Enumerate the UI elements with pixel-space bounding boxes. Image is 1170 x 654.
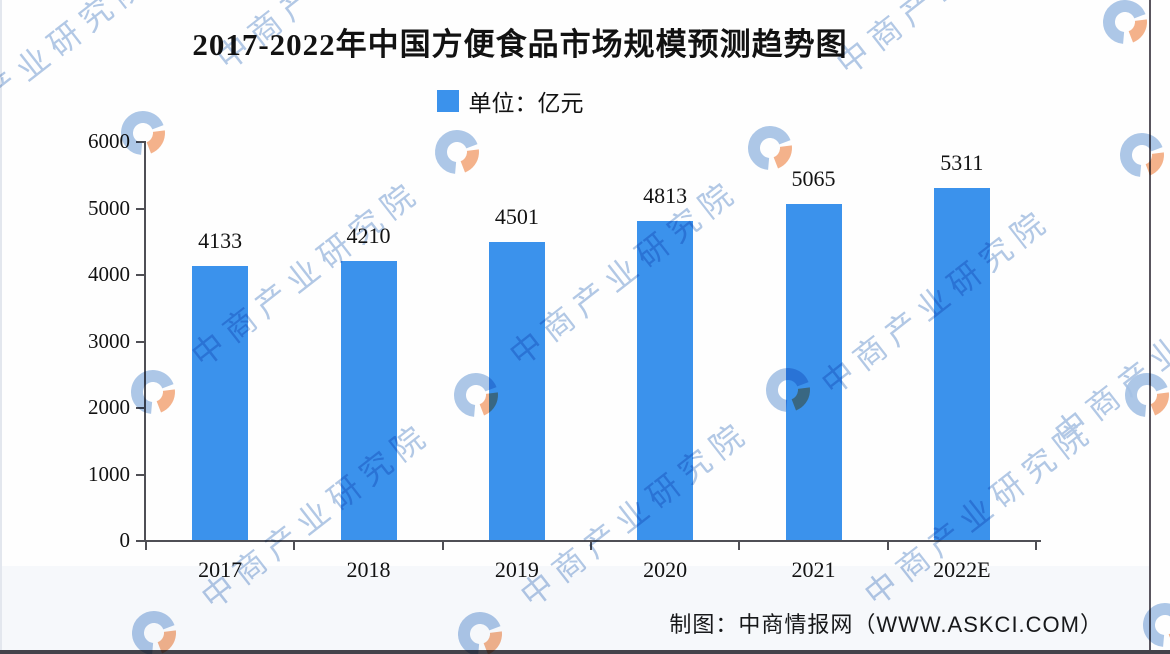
x-axis-line [144,540,1041,542]
y-axis-tick-label: 3000 [88,328,130,353]
y-axis-tick-label: 2000 [88,395,130,419]
source-credit: 制图：中商情报网（WWW.ASKCI.COM） [669,612,1103,637]
x-axis-tick [738,541,741,550]
y-axis-tick [136,340,146,343]
x-axis-category-label: 2021 [791,557,836,582]
pinwheel-logo-icon [1125,373,1169,417]
pinwheel-logo-icon [131,370,175,414]
bar-2021 [785,204,842,540]
watermark-logo-icon [126,365,180,419]
y-axis-tick-label: 5000 [88,195,130,220]
watermark-logo-icon [1098,0,1152,49]
x-axis-category-label: 2019 [494,557,539,582]
x-axis-tick [886,541,889,550]
x-axis-category-label: 2020 [643,557,688,582]
x-axis-tick [145,541,147,550]
y-axis-tick [136,407,146,409]
watermark-logo-icon [1115,128,1169,182]
legend-label: 单位：亿元 [468,90,584,116]
bar-value-label: 4210 [346,223,391,249]
bar-value-label: 5065 [791,166,836,192]
pinwheel-logo-icon [1103,0,1147,44]
y-axis-tick-label: 6000 [88,129,130,153]
legend-color-swatch-icon [436,90,459,112]
legend: 单位：亿元 [0,87,1020,116]
y-axis-tick [136,141,146,143]
x-axis-category-label: 2017 [198,557,243,582]
y-axis-tick-label: 1000 [88,461,130,486]
y-axis-tick-label: 0 [119,528,131,552]
bar-value-label: 5311 [940,149,984,175]
y-axis-tick-label: 4000 [88,262,130,286]
x-axis-category-label: 2018 [346,557,391,582]
pinwheel-logo-icon [435,130,479,174]
y-axis-tick [136,540,146,542]
right-border [1149,0,1151,651]
bar-2019 [488,241,545,540]
x-axis-tick [293,541,296,550]
pinwheel-logo-icon [1120,133,1164,177]
bar-2020 [637,220,694,540]
left-border [0,0,2,650]
y-axis-tick [136,207,146,210]
bottom-border [0,650,1170,654]
x-axis-tick [590,541,592,550]
y-axis-tick [136,473,146,476]
bar-value-label: 4501 [494,203,539,229]
bar-2018 [340,261,397,540]
x-axis-tick [441,541,444,550]
bar-value-label: 4133 [198,228,243,254]
y-axis-tick [136,274,146,276]
x-axis-category-label: 2022E [933,557,991,582]
watermark-logo-icon [1120,368,1170,422]
watermark-logo-icon [430,125,484,179]
x-axis-tick [1035,541,1037,550]
bar-2017 [192,266,249,540]
footer-strip-tint [2,566,1150,650]
bar-2022E [933,187,990,540]
watermark-text: 中商产业研究院 [1047,251,1170,452]
page-title: 2017-2022年中国方便食品市场规模预测趋势图 [192,27,848,62]
bar-value-label: 4813 [643,182,688,208]
